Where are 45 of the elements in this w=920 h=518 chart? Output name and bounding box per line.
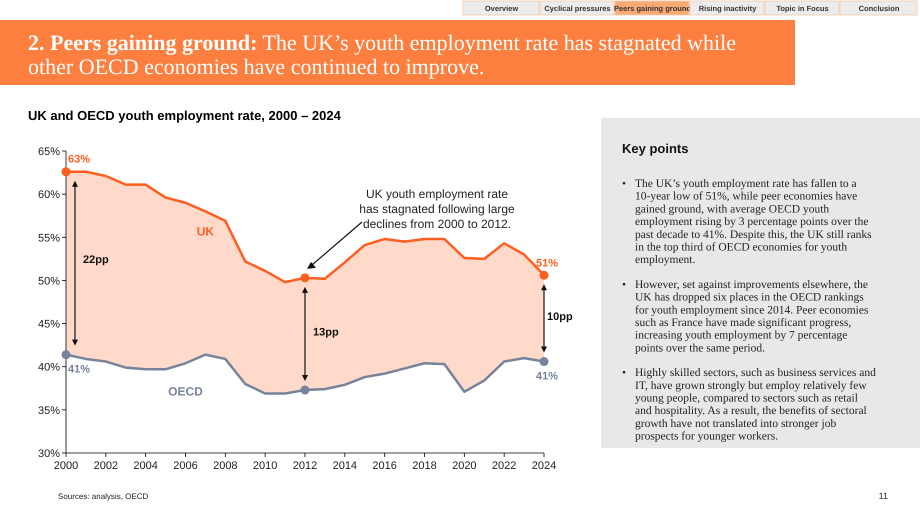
y-tick-label: 45% — [38, 318, 60, 331]
annotation: 13pp — [313, 326, 339, 338]
y-tick-label: 40% — [38, 362, 60, 374]
x-tick-label: 2008 — [213, 460, 238, 472]
text: • The UK’s youth employment rate has fallen to a 10-year low of 51%, while peer economies have gained ground, with average OECD youth employment rising by 3 percentage points over the past decade to 41%. Despite this, the UK still ranks in the top third of OECD economies for youth employment. — [622, 178, 872, 266]
x-tick-label: 2012 — [292, 460, 318, 472]
data-label: 63% — [68, 154, 90, 166]
x-tick-label: 2006 — [173, 460, 198, 472]
x-tick-label: 2004 — [133, 460, 158, 472]
x-tick-label: 2000 — [54, 460, 78, 472]
source-note: Sources: analysis, OECD — [58, 492, 148, 501]
text: 10pp — [547, 310, 573, 323]
data-label: 41% — [536, 370, 558, 383]
data-label: 41% — [68, 364, 90, 376]
x-tick-label: 2024 — [532, 460, 556, 472]
x-tick-label: 2010 — [252, 460, 278, 472]
x-tick-label: 2014 — [332, 460, 358, 472]
x-tick-label: 2022 — [492, 460, 516, 472]
annotation: UK youth employment rate has stagnated following large declines from 2000 to 2012. — [359, 187, 516, 231]
y-tick-label: 50% — [38, 275, 60, 288]
text: Key points — [622, 141, 688, 156]
y-tick-label: 35% — [38, 404, 60, 417]
y-tick-label: 60% — [38, 189, 60, 202]
series-label: OECD — [168, 384, 204, 398]
text: • However, set against improvements elsewhere, the UK has dropped six places in the OECD rankings for youth employment since 2014. Peer economies such as France have made significant progress, increasing youth employment by 7 percentage points over the same period. — [622, 278, 869, 354]
text: • Highly skilled sectors, such as business services and IT, have grown strongly but employ relatively few young people, compared to sectors such as retail and hospitality. As a result, the benefits of sectoral growth have not translated into stronger job prospects for younger workers. — [622, 367, 876, 443]
point — [300, 273, 310, 282]
text: 2. Peers gaining ground: The UK’s youth employment rate has stagnated while other OECD economies have continued to improve. — [28, 30, 736, 79]
y-tick-label: 65% — [38, 146, 60, 158]
chart-title: UK and OECD youth employment rate, 2000 – 2024 — [28, 108, 342, 123]
point — [540, 357, 548, 366]
annotation: 22pp — [83, 254, 109, 266]
text: 11 — [878, 491, 888, 501]
point — [540, 270, 548, 280]
point — [300, 386, 310, 395]
y-tick-label: 30% — [38, 448, 60, 460]
x-tick-label: 2018 — [412, 460, 437, 472]
point — [62, 167, 70, 176]
point — [62, 350, 70, 360]
y-tick-label: 55% — [38, 232, 60, 244]
x-tick-label: 2002 — [94, 460, 118, 472]
series-label: UK — [196, 224, 214, 238]
data-label: 51% — [536, 257, 558, 270]
x-tick-label: 2016 — [372, 460, 397, 472]
x-tick-label: 2020 — [452, 460, 477, 472]
